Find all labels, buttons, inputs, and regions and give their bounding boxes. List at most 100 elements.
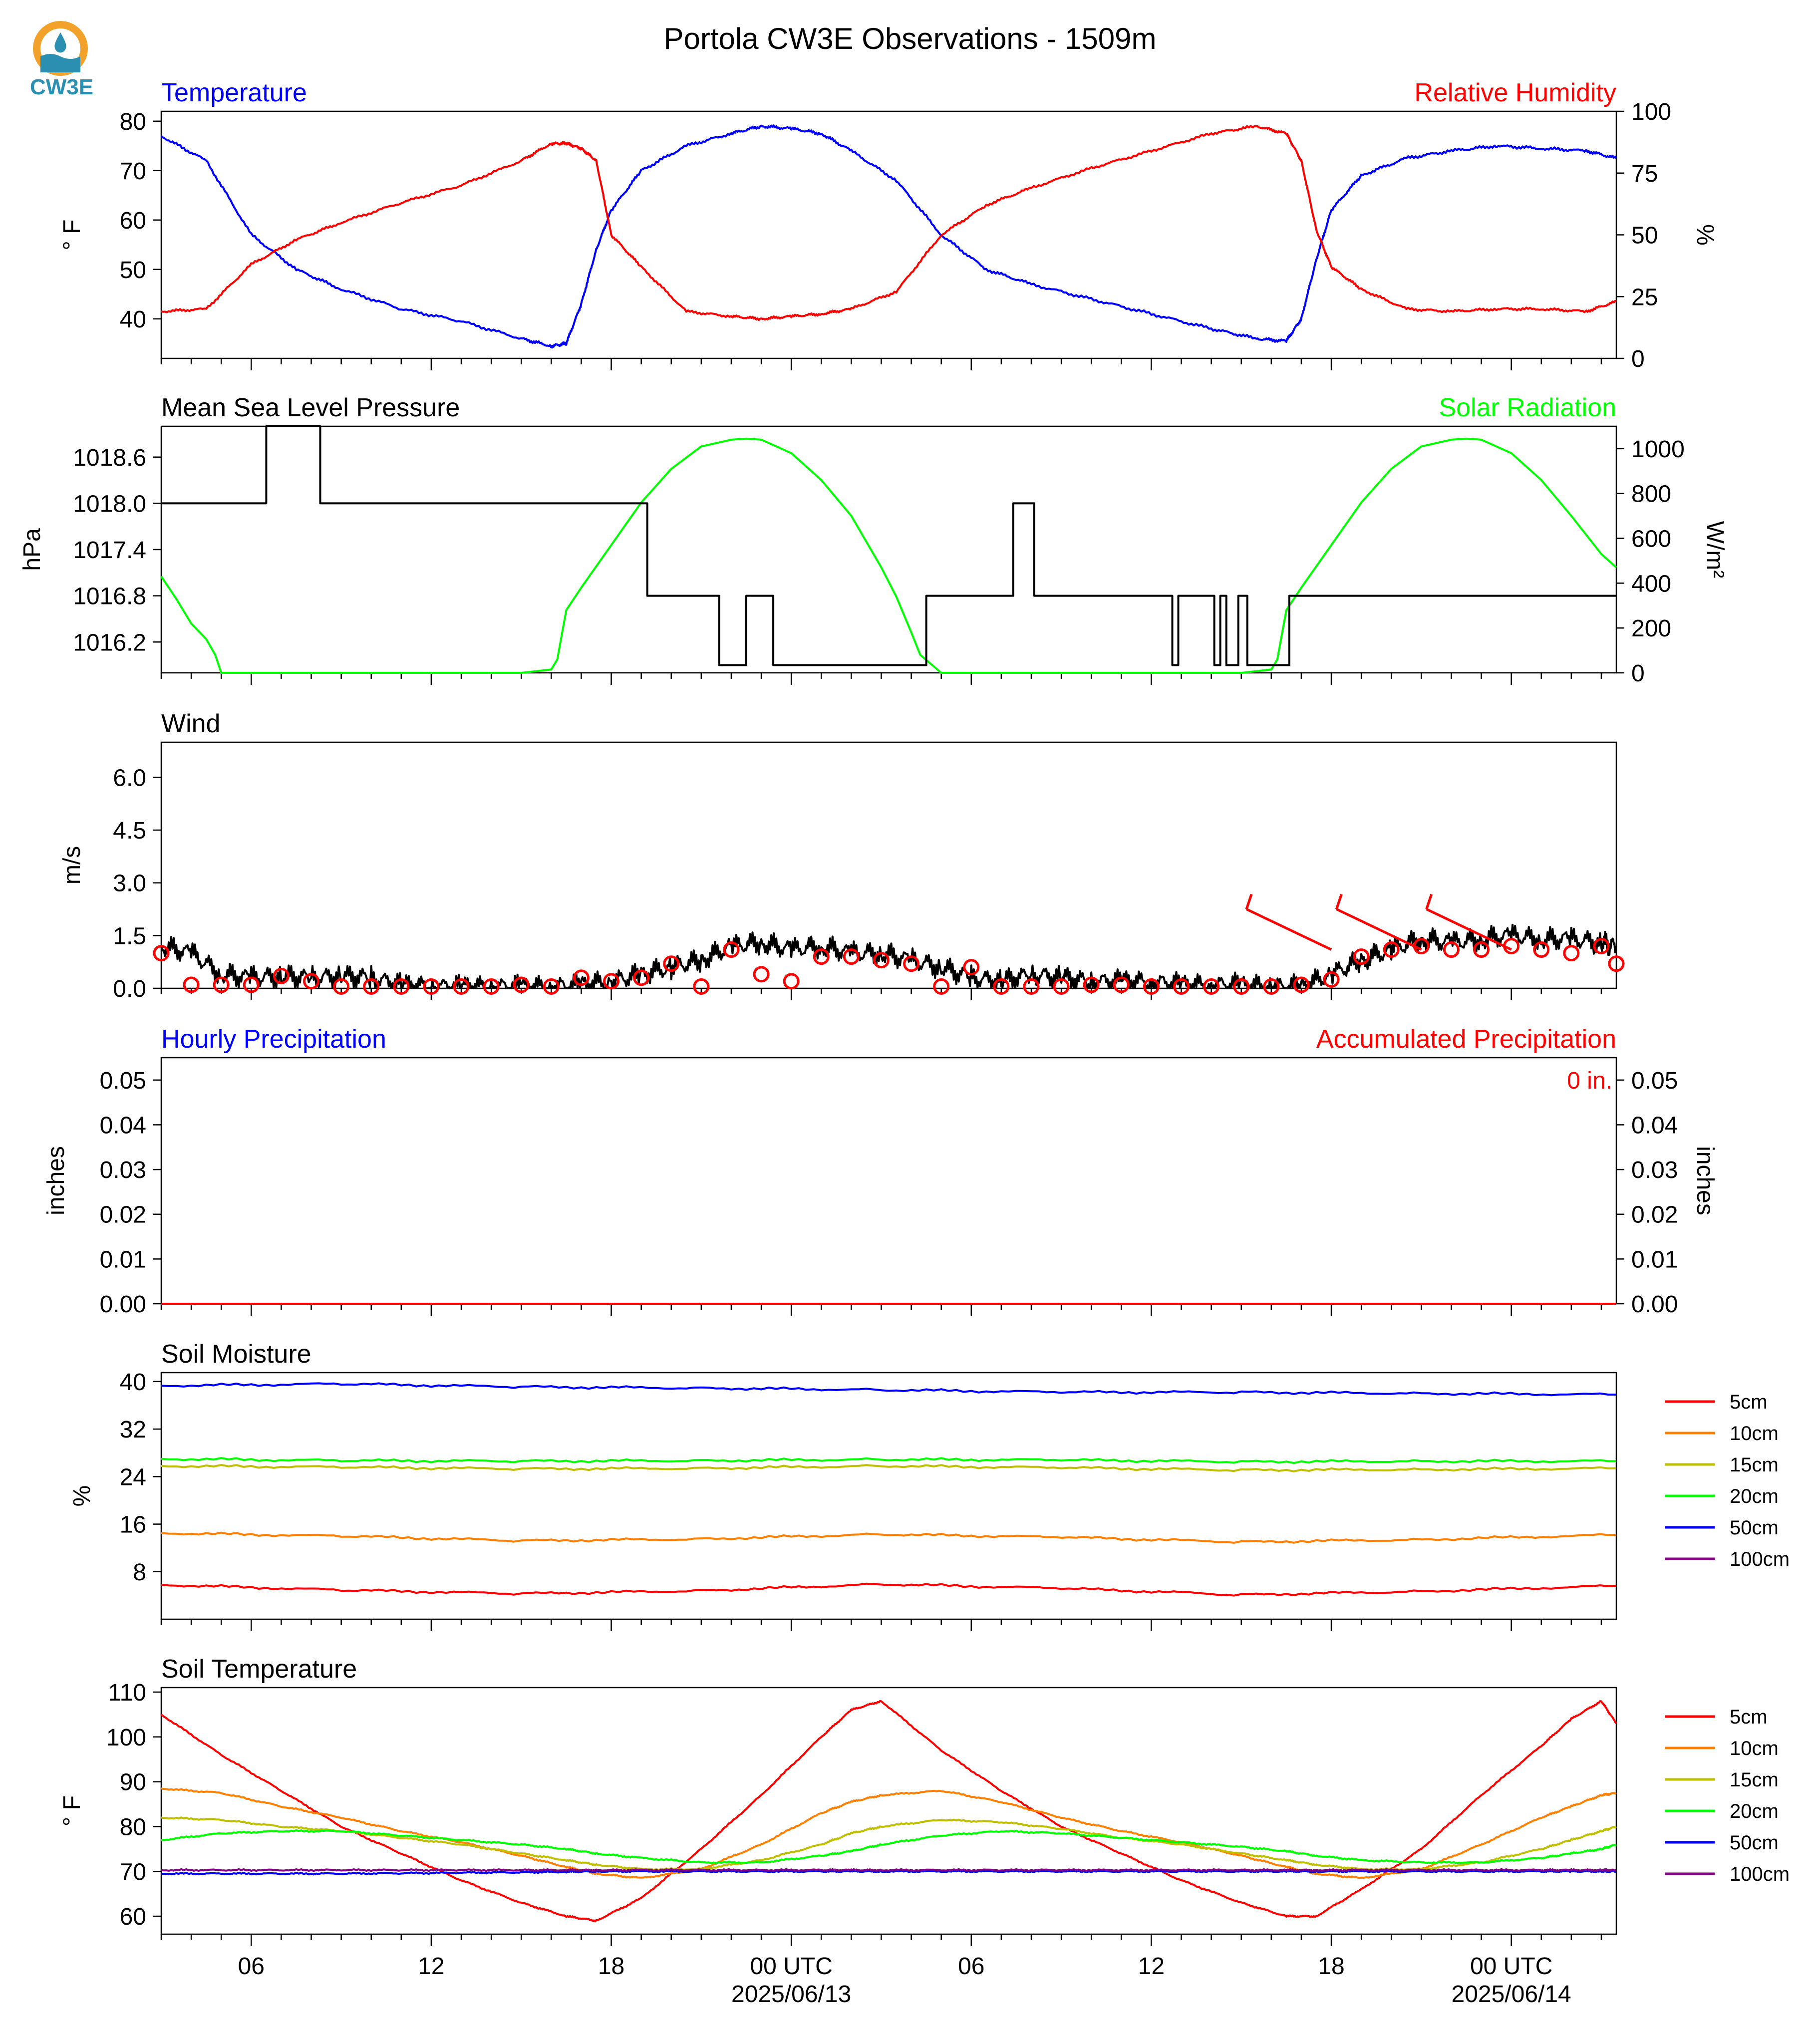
y-tick-label: 90 — [120, 1769, 146, 1796]
wind-barb-flag — [1335, 893, 1343, 910]
x-tick-label: 12 — [1138, 1953, 1165, 1980]
wind-marker — [273, 967, 290, 984]
y-axis-label: hPa — [19, 528, 45, 571]
y-tick-label: 8 — [133, 1559, 146, 1586]
y-tick-label-right: 50 — [1631, 223, 1658, 249]
y-tick-label: 70 — [120, 158, 146, 185]
legend-label: 100cm — [1730, 1863, 1790, 1885]
wind-marker — [693, 978, 710, 995]
pressure-line — [161, 425, 1616, 666]
wind-panel: Wind 0.0 1.5 3.0 4.5 6.0 m/s — [59, 709, 1625, 1002]
y-tick-label: 60 — [120, 1904, 146, 1930]
x-date-label: 2025/06/14 — [1452, 1981, 1571, 2008]
y-tick-label: 60 — [120, 208, 146, 234]
chart-title: Portola CW3E Observations - 1509m — [663, 22, 1156, 55]
y-tick-label: 40 — [120, 1369, 146, 1396]
wind-marker — [963, 959, 980, 976]
y-tick-label: 1017.4 — [73, 537, 146, 564]
wind-marker — [1053, 978, 1070, 995]
soil-temp-10cm — [161, 1787, 1617, 1879]
wind-marker — [1143, 978, 1160, 995]
y-tick-label: 1016.8 — [73, 583, 146, 610]
panel-title-right: Solar Radiation — [1439, 393, 1616, 422]
soil-temp-15cm — [161, 1816, 1617, 1871]
wind-barb-flag — [1245, 893, 1253, 910]
y-tick-label: 80 — [120, 1814, 146, 1840]
y-tick-label-right: 100 — [1631, 99, 1671, 125]
plot-frame — [160, 110, 1617, 359]
y-tick-label: 0.04 — [100, 1112, 146, 1139]
y-tick-label: 0.00 — [100, 1291, 146, 1318]
wind-marker — [1263, 978, 1280, 995]
legend-label: 10cm — [1730, 1423, 1779, 1445]
y-axis-label: % — [69, 1485, 95, 1507]
plot-frame — [160, 1057, 1617, 1305]
x-tick-label: 12 — [418, 1953, 444, 1980]
y-tick-label-right: 0 — [1631, 660, 1645, 687]
wind-marker — [393, 978, 410, 995]
wind-marker — [1563, 945, 1580, 962]
y-tick-label: 24 — [120, 1464, 146, 1490]
y-tick-label: 80 — [120, 109, 146, 135]
wind-marker — [243, 976, 260, 993]
wind-marker — [513, 976, 530, 993]
y-tick-label: 1.5 — [113, 923, 146, 949]
wind-marker — [183, 976, 200, 993]
y-tick-label-right: 800 — [1631, 481, 1671, 508]
soil-moisture-20cm — [161, 1457, 1616, 1464]
soil-temp-5cm — [160, 1700, 1617, 1923]
soil-moisture-panel: Soil Moisture 8 16 24 32 40% 5cm 10cm 15cm 20cm 50… — [69, 1340, 1790, 1631]
y-tick-label: 6.0 — [113, 765, 146, 791]
wind-barb — [1336, 908, 1422, 951]
panel-title-left: Soil Temperature — [161, 1655, 357, 1684]
y-tick-label: 0.05 — [100, 1068, 146, 1094]
y-tick-label-right: 0.02 — [1631, 1202, 1678, 1228]
y-tick-label: 1018.0 — [73, 491, 146, 517]
y-axis-label: m/s — [59, 846, 85, 884]
soil-moisture-5cm — [161, 1582, 1617, 1597]
y-tick-label: 1018.6 — [73, 445, 146, 471]
y-tick-label: 32 — [120, 1417, 146, 1443]
y-tick-label: 50 — [120, 257, 146, 284]
y-axis-label-right: W/m² — [1702, 521, 1728, 579]
panel-title-left: Hourly Precipitation — [161, 1025, 386, 1054]
wind-barb — [1245, 908, 1332, 951]
y-tick-label-right: 25 — [1631, 284, 1658, 310]
soil-moisture-10cm — [161, 1531, 1617, 1544]
humidity-line — [161, 125, 1617, 321]
legend-label: 50cm — [1730, 1517, 1779, 1539]
wind-marker — [1113, 976, 1130, 993]
soil-temp-20cm — [161, 1829, 1617, 1864]
x-tick-label: 06 — [238, 1953, 265, 1980]
precipitation-panel: Hourly Precipitation Accumulated Precipit… — [43, 1025, 1718, 1318]
y-tick-label: 3.0 — [113, 870, 146, 897]
wind-marker — [903, 955, 920, 972]
temperature-panel: Temperature Relative Humidity 40 50 60 70 80 0 2… — [59, 78, 1718, 372]
y-tick-label-right: 0.01 — [1631, 1246, 1678, 1273]
wind-barb-flag — [1425, 893, 1433, 910]
y-axis-label: ° F — [59, 220, 85, 251]
y-tick-label: 100 — [106, 1725, 146, 1751]
wind-marker — [1383, 941, 1400, 958]
y-axis-label: inches — [43, 1146, 69, 1215]
wind-marker — [573, 969, 590, 986]
x-tick-label: 18 — [598, 1953, 624, 1980]
y-tick-label-right: 1000 — [1631, 436, 1685, 463]
logo-text: CW3E — [30, 75, 94, 99]
panel-title-right: Accumulated Precipitation — [1316, 1025, 1616, 1054]
soil-moisture-50cm — [161, 1382, 1616, 1397]
wind-barb — [1426, 908, 1512, 951]
y-tick-label: 0.02 — [100, 1202, 146, 1228]
wind-marker — [1473, 941, 1490, 958]
soil-temp-100cm — [161, 1868, 1617, 1872]
wind-marker — [813, 948, 830, 965]
x-tick-label: 00 UTC — [1470, 1953, 1552, 1980]
y-tick-label-right: 0.04 — [1631, 1112, 1678, 1139]
legend-label: 5cm — [1730, 1391, 1768, 1413]
y-tick-label: 4.5 — [113, 818, 146, 844]
wind-marker — [1533, 941, 1550, 958]
precip-total-label: 0 in. — [1567, 1068, 1612, 1094]
y-tick-label: 1016.2 — [73, 629, 146, 656]
solar-radiation-line — [160, 437, 1617, 674]
